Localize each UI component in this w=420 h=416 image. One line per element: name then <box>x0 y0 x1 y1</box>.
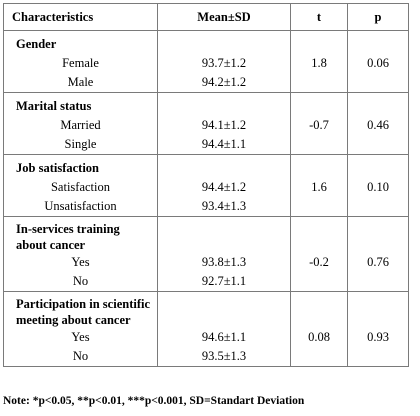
item-label: Unsatisfaction <box>44 199 117 213</box>
item-label: Satisfaction <box>50 180 110 194</box>
t-value: -0.7 <box>309 118 329 132</box>
group-title-participation-scientific-meeting: Participation in scientific meeting abou… <box>16 297 151 327</box>
table-row-gender: Gender Female Male 93.7±1.2 94.2±1.2 1.8 <box>3 30 409 93</box>
p-cell: 0.93 <box>347 291 409 367</box>
p-cell: 0.76 <box>347 216 409 292</box>
p-value: 0.46 <box>367 118 389 132</box>
group-title-in-services-training: In-services training about cancer <box>16 222 120 252</box>
mean-sd-value: 93.5±1.3 <box>201 349 247 363</box>
header-row: Characteristics Mean±SD t p <box>3 3 409 31</box>
mean-sd-cell: 94.1±1.2 94.4±1.1 <box>157 92 291 155</box>
group-title-job-satisfaction: Job satisfaction <box>16 161 99 175</box>
characteristic-cell: Participation in scientific meeting abou… <box>3 291 158 367</box>
table-row-participation-scientific-meeting: Participation in scientific meeting abou… <box>3 291 409 367</box>
item-label: Yes <box>71 255 90 269</box>
characteristic-cell: Job satisfaction Satisfaction Unsatisfac… <box>3 154 158 217</box>
mean-sd-value: 94.4±1.1 <box>201 137 247 151</box>
item-label: Male <box>67 75 94 89</box>
p-value: 0.06 <box>367 56 389 70</box>
t-value: 1.8 <box>311 56 327 70</box>
item-label: No <box>72 349 89 363</box>
t-cell: -0.2 <box>290 216 348 292</box>
mean-sd-value: 93.4±1.3 <box>201 199 247 213</box>
mean-sd-cell: 94.4±1.2 93.4±1.3 <box>157 154 291 217</box>
item-label: Single <box>64 137 97 151</box>
t-cell: 1.6 <box>290 154 348 217</box>
p-value: 0.10 <box>367 180 389 194</box>
p-cell: 0.46 <box>347 92 409 155</box>
header-t: t <box>290 3 348 31</box>
p-value: 0.93 <box>367 330 389 344</box>
table-footnote: Note: *p<0.05, **p<0.01, ***p<0.001, SD=… <box>3 395 305 407</box>
mean-sd-value: 94.4±1.2 <box>201 180 247 194</box>
header-mean-sd: Mean±SD <box>157 3 291 31</box>
table-row-job-satisfaction: Job satisfaction Satisfaction Unsatisfac… <box>3 154 409 217</box>
characteristic-cell: Marital status Married Single <box>3 92 158 155</box>
header-characteristics: Characteristics <box>3 3 158 31</box>
header-p: p <box>347 3 409 31</box>
p-cell: 0.10 <box>347 154 409 217</box>
results-table-container: Characteristics Mean±SD t p Gender Femal… <box>3 3 409 367</box>
mean-sd-value: 93.7±1.2 <box>201 56 247 70</box>
characteristic-cell: Gender Female Male <box>3 30 158 93</box>
mean-sd-value: 92.7±1.1 <box>201 274 247 288</box>
mean-sd-cell: 93.8±1.3 92.7±1.1 <box>157 216 291 292</box>
mean-sd-cell: 94.6±1.1 93.5±1.3 <box>157 291 291 367</box>
t-cell: 0.08 <box>290 291 348 367</box>
mean-sd-value: 94.1±1.2 <box>201 118 247 132</box>
mean-sd-value: 94.2±1.2 <box>201 75 247 89</box>
t-cell: -0.7 <box>290 92 348 155</box>
group-title-marital-status: Marital status <box>16 99 92 113</box>
p-value: 0.76 <box>367 255 389 269</box>
group-title-gender: Gender <box>16 37 57 51</box>
item-label: Female <box>62 56 99 70</box>
t-value: -0.2 <box>309 255 329 269</box>
p-cell: 0.06 <box>347 30 409 93</box>
results-table: Characteristics Mean±SD t p Gender Femal… <box>3 3 409 367</box>
item-label: Yes <box>71 330 90 344</box>
item-label: Married <box>60 118 101 132</box>
mean-sd-value: 93.8±1.3 <box>201 255 247 269</box>
characteristic-cell: In-services training about cancer Yes No <box>3 216 158 292</box>
item-label: No <box>72 274 89 288</box>
t-value: 0.08 <box>308 330 330 344</box>
t-value: 1.6 <box>311 180 327 194</box>
mean-sd-cell: 93.7±1.2 94.2±1.2 <box>157 30 291 93</box>
mean-sd-value: 94.6±1.1 <box>201 330 247 344</box>
table-row-in-services-training: In-services training about cancer Yes No… <box>3 216 409 292</box>
table-row-marital-status: Marital status Married Single 94.1±1.2 9… <box>3 92 409 155</box>
t-cell: 1.8 <box>290 30 348 93</box>
